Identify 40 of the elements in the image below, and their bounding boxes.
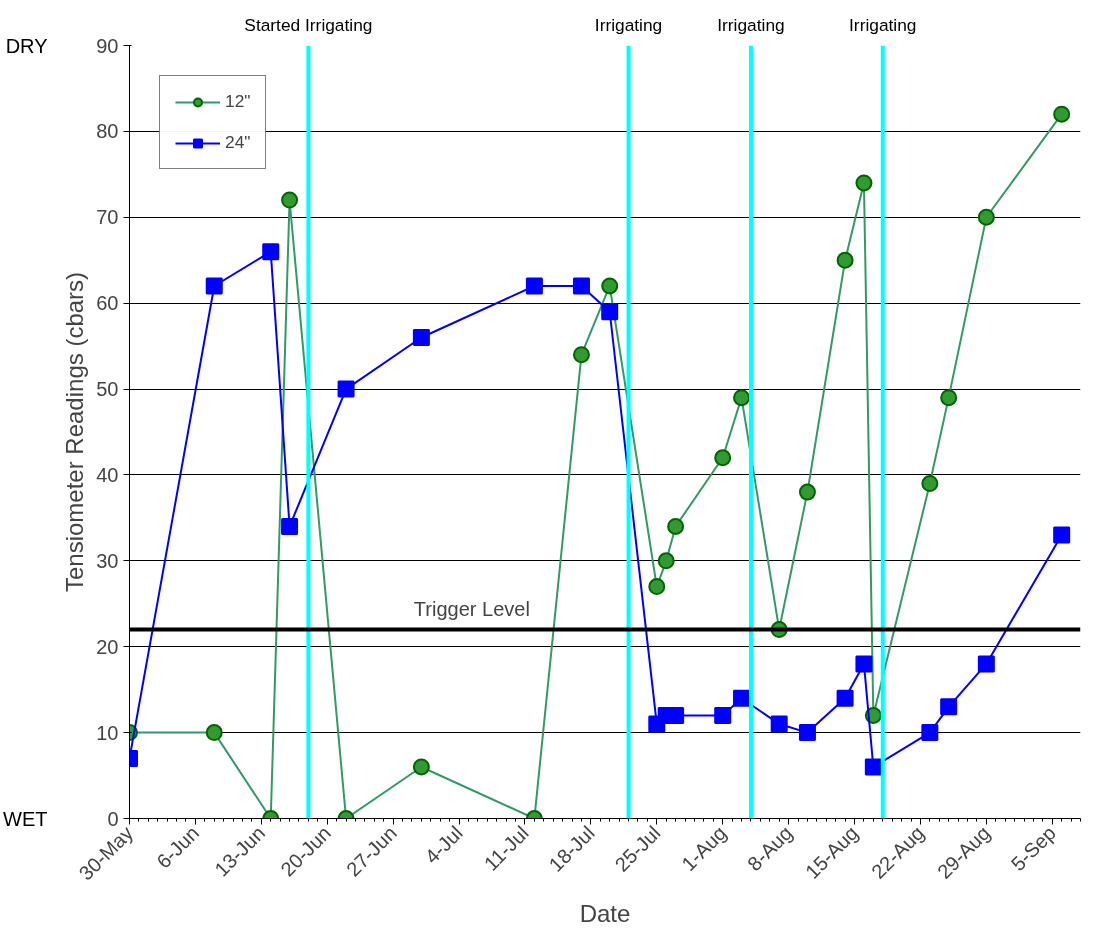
y-tick-label: 10 bbox=[96, 721, 119, 744]
point bbox=[864, 758, 882, 776]
point bbox=[601, 303, 619, 321]
y-tick-label: 60 bbox=[96, 292, 119, 315]
point bbox=[855, 655, 873, 673]
point bbox=[921, 724, 939, 742]
point bbox=[714, 706, 732, 724]
point bbox=[733, 689, 751, 707]
y-tick-label: 90 bbox=[96, 34, 119, 57]
point bbox=[977, 655, 995, 673]
point bbox=[337, 380, 355, 398]
point bbox=[525, 277, 543, 295]
ref-line-label: Irrigating bbox=[594, 14, 663, 35]
y-axis-title: Tensiometer Readings (cbars) bbox=[61, 271, 89, 593]
point bbox=[412, 329, 430, 347]
point bbox=[1053, 526, 1071, 544]
y-tick-label: 70 bbox=[96, 206, 119, 229]
legend-label: 12" bbox=[225, 91, 251, 112]
point bbox=[281, 517, 299, 535]
point bbox=[572, 277, 590, 295]
point bbox=[836, 689, 854, 707]
text: DRY bbox=[5, 34, 48, 57]
point bbox=[205, 277, 223, 295]
point bbox=[262, 243, 280, 261]
point bbox=[940, 698, 958, 716]
text: WET bbox=[3, 807, 48, 830]
y-tick-label: 80 bbox=[96, 120, 119, 143]
y-tick-label: 0 bbox=[107, 807, 119, 830]
ref-line-label: Started Irrigating bbox=[244, 14, 373, 35]
ref-line-label: Irrigating bbox=[717, 14, 785, 35]
y-tick-label: 30 bbox=[96, 549, 119, 572]
legend-label: 24" bbox=[225, 132, 251, 153]
point bbox=[770, 715, 788, 733]
ref-line-label: Trigger Level bbox=[413, 597, 530, 620]
point bbox=[798, 724, 816, 742]
ref-line-label: Irrigating bbox=[849, 14, 917, 35]
y-tick-label: 50 bbox=[96, 378, 119, 401]
y-tick-label: 20 bbox=[96, 635, 119, 658]
x-axis-title: Date bbox=[579, 900, 631, 928]
y-tick-label: 40 bbox=[96, 463, 119, 486]
